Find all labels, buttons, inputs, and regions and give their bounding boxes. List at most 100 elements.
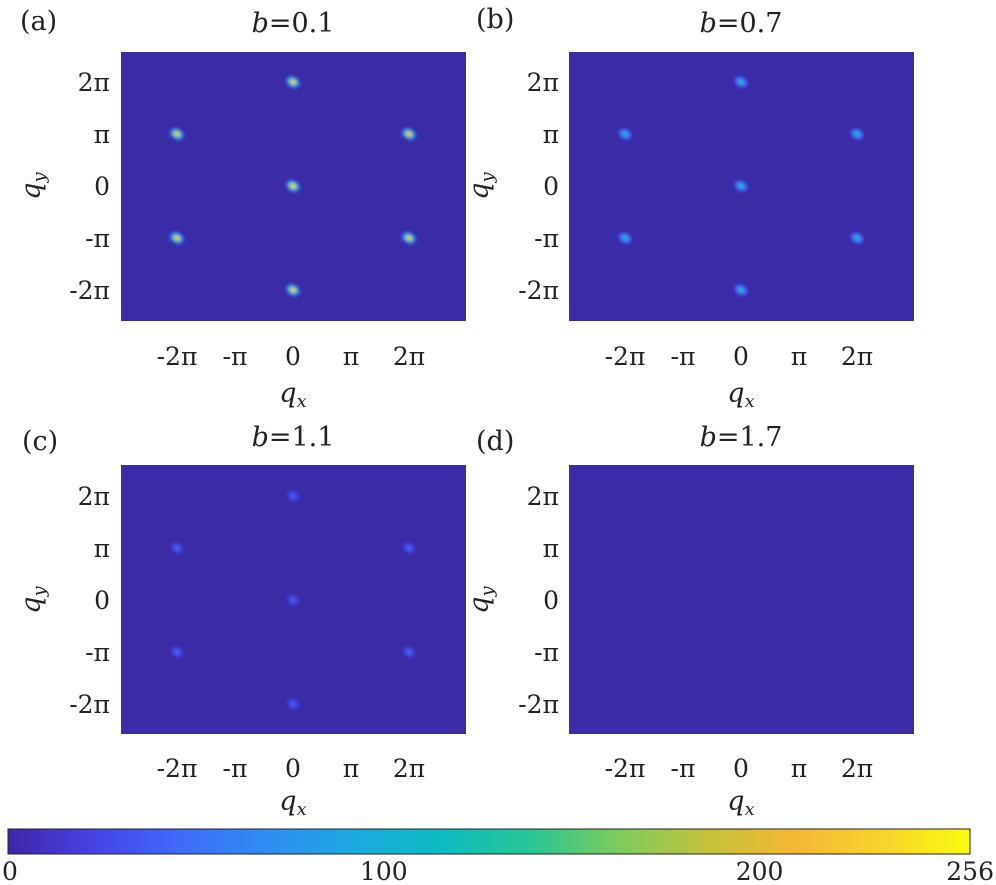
panel-c-peak-5 <box>285 594 301 606</box>
panel-b-peak-2 <box>617 232 633 244</box>
panel-d-ytick-0: 2π <box>527 482 559 511</box>
panel-a-xtick-0: -2π <box>157 342 198 371</box>
panel-d-xticks: -2π -π 0 π 2π <box>605 754 874 783</box>
panel-c-title: b=1.1 <box>252 422 335 453</box>
panel-b-peaks <box>617 76 865 296</box>
panel-a-xlabel: qx <box>279 378 306 412</box>
panel-b-peak-5-layer-3 <box>738 184 744 188</box>
colorbar-tick-2: 200 <box>736 857 784 885</box>
panel-a-peak-2-layer-3 <box>174 236 180 240</box>
colorbar-tick-1: 100 <box>360 857 408 885</box>
panel-b-ytick-0: 2π <box>527 68 559 97</box>
panel-a: (a) b=0.1 -2π -π 0 π 2π 2π π 0 -π -2π qx qy <box>16 6 466 412</box>
colorbar-ticks: 0 100 200 256 <box>2 857 994 885</box>
panel-c-yticks: 2π π 0 -π -2π <box>69 482 110 719</box>
panel-a-title-value: =0.1 <box>269 8 335 39</box>
panel-b-peak-2-layer-3 <box>622 236 628 240</box>
panel-d-xtick-3: π <box>791 754 807 783</box>
panel-c-xtick-1: -π <box>223 754 248 783</box>
panel-c-peak-1 <box>401 542 417 554</box>
panel-c-ytick-0: 2π <box>78 482 110 511</box>
panel-a-peak-4 <box>285 76 301 88</box>
panel-a-ytick-2: 0 <box>94 172 110 201</box>
panel-a-title-var: b <box>252 8 269 39</box>
panel-d-xtick-1: -π <box>671 754 696 783</box>
panel-a-peak-5 <box>285 180 301 192</box>
panel-a-xtick-3: π <box>343 342 359 371</box>
panel-c-peak-3 <box>401 646 417 658</box>
panel-c-ytick-3: -π <box>85 638 110 667</box>
panel-a-peak-2 <box>169 232 185 244</box>
panel-b-peak-0-layer-3 <box>622 132 628 136</box>
panel-a-ytick-3: -π <box>85 224 110 253</box>
colorbar-tick-3: 256 <box>946 857 994 885</box>
panel-a-yticks: 2π π 0 -π -2π <box>69 68 110 305</box>
panel-c-peak-6 <box>285 698 301 710</box>
panel-a-peak-5-layer-3 <box>290 184 296 188</box>
panel-b-ytick-3: -π <box>534 224 559 253</box>
panel-d: (d) b=1.7 -2π -π 0 π 2π 2π π 0 -π -2π qx qy <box>464 422 914 820</box>
panel-a-peak-6 <box>285 284 301 296</box>
panel-b-xtick-1: -π <box>671 342 696 371</box>
panel-b-label: (b) <box>476 4 514 35</box>
panel-c-peak-1-layer-3 <box>406 546 412 550</box>
panel-b-peak-4-layer-3 <box>738 80 744 84</box>
panel-d-label: (d) <box>476 426 514 457</box>
panel-d-heatmap <box>569 465 914 734</box>
panel-b-ytick-1: π <box>543 120 559 149</box>
panel-c-label: (c) <box>22 426 58 457</box>
panel-a-xticks: -2π -π 0 π 2π <box>157 342 426 371</box>
panel-c-peak-6-layer-3 <box>290 702 296 706</box>
panel-b-title: b=0.7 <box>700 8 783 39</box>
panel-d-ytick-3: -π <box>534 638 559 667</box>
panel-b-xlabel: qx <box>727 378 754 412</box>
panel-a-ytick-1: π <box>94 120 110 149</box>
panel-c-peak-5-layer-3 <box>290 598 296 602</box>
panel-b: (b) b=0.7 -2π -π 0 π 2π 2π π 0 -π -2π qx qy <box>464 4 914 412</box>
panel-d-xtick-4: 2π <box>841 754 873 783</box>
panel-b-peak-3 <box>849 232 865 244</box>
colorbar-tick-0: 0 <box>2 857 18 885</box>
panel-a-ylabel: qy <box>16 171 50 199</box>
panel-b-xtick-3: π <box>791 342 807 371</box>
panel-c-peak-4-layer-3 <box>290 494 296 498</box>
panel-a-xtick-1: -π <box>223 342 248 371</box>
panel-a-peak-3 <box>401 232 417 244</box>
panel-b-yticks: 2π π 0 -π -2π <box>518 68 559 305</box>
panel-c-ylabel: qy <box>16 585 50 613</box>
panel-c-peak-4 <box>285 490 301 502</box>
panel-b-peak-4 <box>733 76 749 88</box>
panel-b-ytick-4: -2π <box>518 276 559 305</box>
panel-a-peaks <box>169 76 417 296</box>
panel-b-peak-5 <box>733 180 749 192</box>
panel-b-peak-3-layer-3 <box>854 236 860 240</box>
panel-a-xtick-4: 2π <box>393 342 425 371</box>
panel-c-xlabel: qx <box>279 786 306 820</box>
panel-a-peak-4-layer-3 <box>290 80 296 84</box>
panel-c-xtick-3: π <box>343 754 359 783</box>
panel-c-peaks <box>169 490 417 710</box>
panel-a-peak-0 <box>169 128 185 140</box>
panel-c-ytick-2: 0 <box>94 586 110 615</box>
panel-a-ytick-0: 2π <box>78 68 110 97</box>
panel-b-peak-1-layer-3 <box>854 132 860 136</box>
panel-d-yticks: 2π π 0 -π -2π <box>518 482 559 719</box>
panel-c-peak-3-layer-3 <box>406 650 412 654</box>
panel-b-peak-0 <box>617 128 633 140</box>
panel-d-xtick-2: 0 <box>733 754 749 783</box>
panel-b-peak-6 <box>733 284 749 296</box>
panel-a-peak-3-layer-3 <box>406 236 412 240</box>
panel-c-peak-0-layer-3 <box>174 546 180 550</box>
panel-b-ylabel: qy <box>464 171 498 199</box>
panel-c-ytick-4: -2π <box>69 690 110 719</box>
panel-b-ytick-2: 0 <box>543 172 559 201</box>
panel-b-xtick-4: 2π <box>841 342 873 371</box>
panel-c: (c) b=1.1 -2π -π 0 π 2π 2π π 0 -π -2π qx qy <box>16 422 466 820</box>
panel-b-peak-6-layer-3 <box>738 288 744 292</box>
panel-b-xticks: -2π -π 0 π 2π <box>605 342 874 371</box>
panel-d-ytick-1: π <box>543 534 559 563</box>
panel-c-xtick-0: -2π <box>157 754 198 783</box>
panel-d-ylabel: qy <box>464 585 498 613</box>
panel-a-peak-6-layer-3 <box>290 288 296 292</box>
